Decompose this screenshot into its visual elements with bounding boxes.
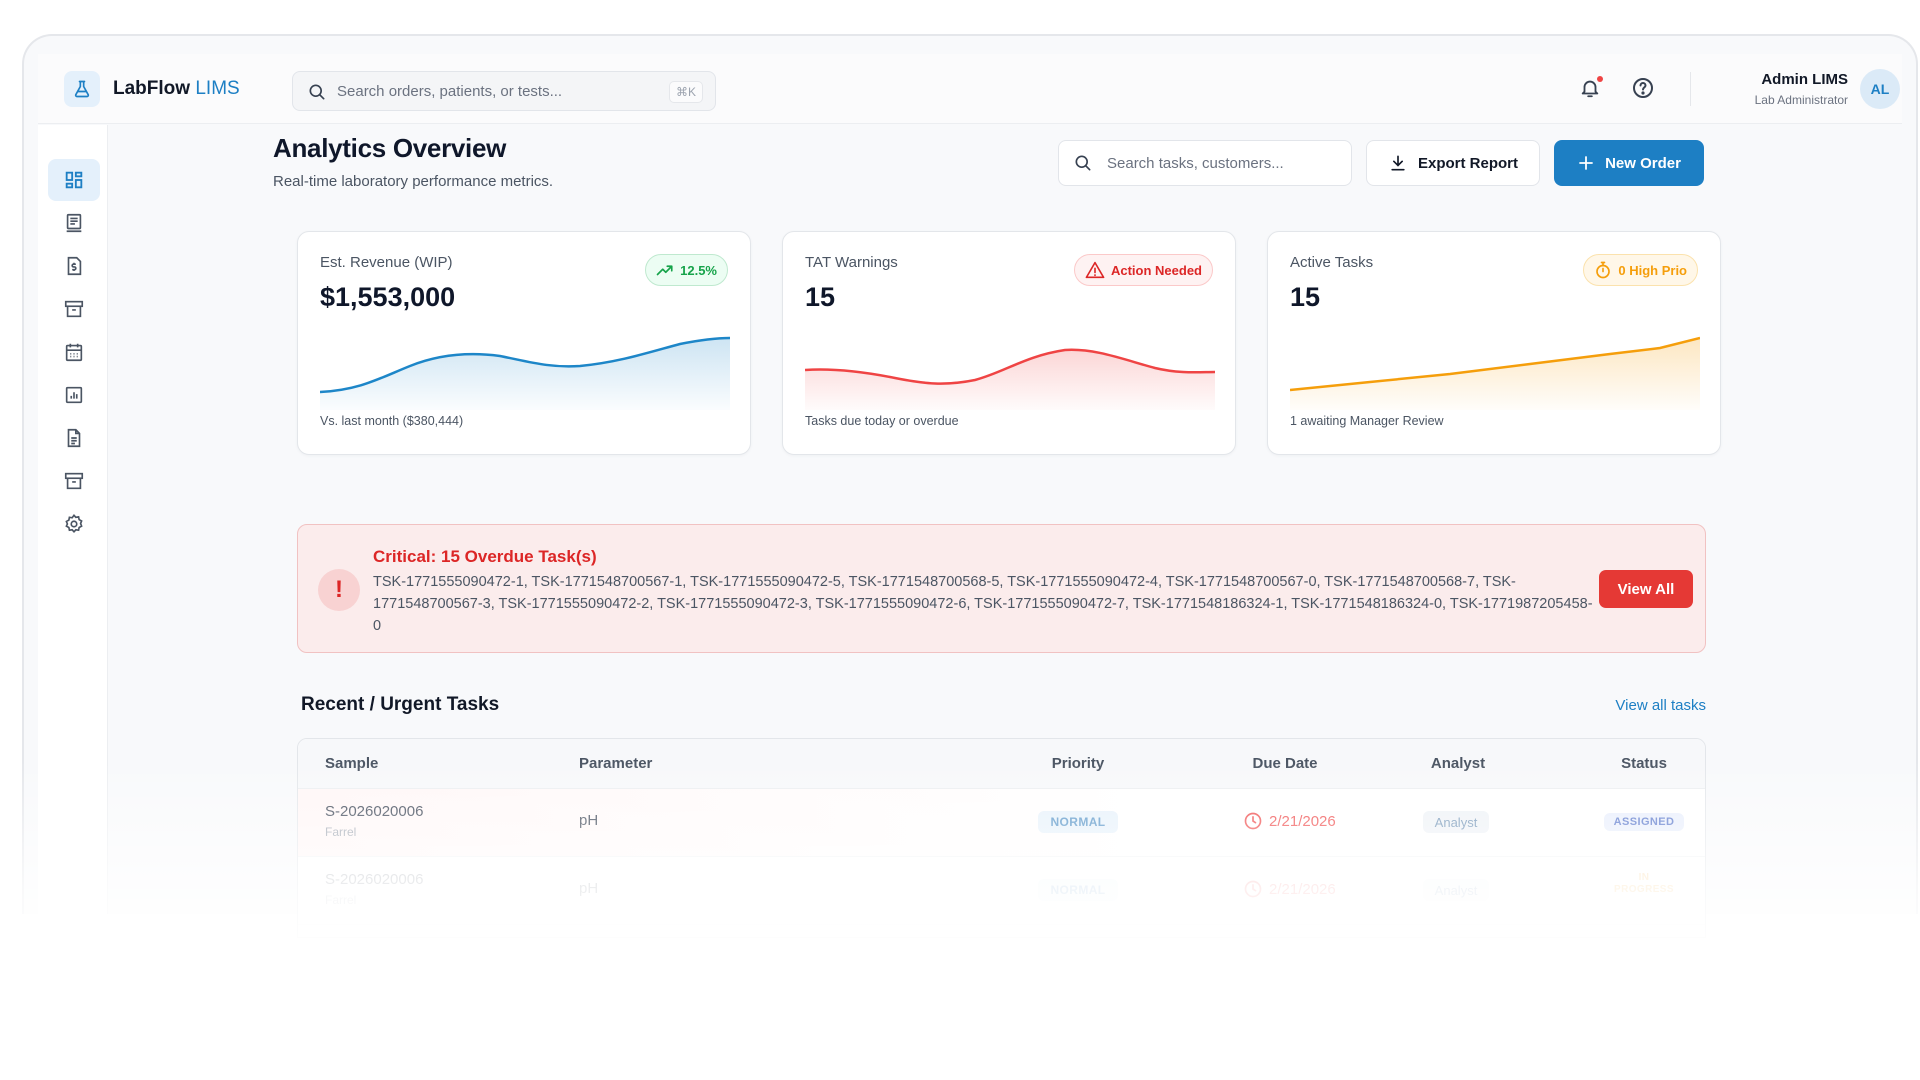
column-header[interactable]: Parameter [579, 755, 653, 772]
sidebar-item-orders[interactable] [48, 202, 100, 244]
sidebar [38, 125, 108, 914]
analyst-badge: Analyst [1423, 879, 1489, 901]
calendar-icon [65, 343, 83, 362]
search-icon [309, 84, 325, 100]
sidebar-item-dashboard[interactable] [48, 159, 100, 201]
trending-up-icon [656, 265, 673, 276]
high-priority-badge: 0 High Prio [1583, 254, 1698, 286]
table-header: Sample Parameter Priority Due Date Analy… [298, 739, 1705, 789]
global-search-input[interactable]: Search orders, patients, or tests... ⌘K [292, 71, 716, 111]
plus-icon [1579, 156, 1593, 170]
sample-id: S-2026020006 [325, 803, 424, 820]
card-label: Active Tasks [1290, 254, 1374, 271]
tat-warnings-card: TAT Warnings 15 Action Needed Tasks due … [782, 231, 1236, 455]
parameter: pH [579, 880, 599, 897]
parameter: pH [579, 812, 599, 829]
page-title: Analytics Overview [273, 133, 507, 163]
invoice-icon [67, 256, 82, 276]
card-footer: Tasks due today or overdue [805, 414, 959, 428]
export-report-label: Export Report [1417, 154, 1518, 172]
card-footer: 1 awaiting Manager Review [1290, 414, 1444, 428]
search-icon [1075, 155, 1091, 171]
alert-title: Critical: 15 Overdue Task(s) [373, 547, 597, 566]
status-badge: IN PROGRESS [1614, 872, 1674, 895]
sidebar-item-calendar[interactable] [48, 331, 100, 373]
app-logo-text[interactable]: LabFlow LIMS [113, 78, 240, 99]
card-footer: Vs. last month ($380,444) [320, 414, 464, 428]
column-header[interactable]: Analyst [1430, 755, 1486, 772]
sample-id: S-2026020006 [325, 871, 424, 888]
overdue-alert: ! Critical: 15 Overdue Task(s) TSK-17715… [297, 524, 1706, 653]
sidebar-item-archive[interactable] [48, 288, 100, 330]
help-icon[interactable] [1631, 76, 1655, 100]
card-value: 15 [1290, 282, 1321, 312]
download-icon [1391, 155, 1405, 171]
priority-badge: NORMAL [1038, 811, 1118, 833]
column-header[interactable]: Status [1621, 755, 1667, 772]
analyst-badge: Analyst [1423, 811, 1489, 833]
status-badge: ASSIGNED [1604, 813, 1684, 831]
archive-icon [64, 300, 84, 318]
document-icon [67, 428, 81, 448]
sidebar-item-invoices[interactable] [48, 245, 100, 287]
orders-icon [66, 213, 82, 233]
revenue-card: Est. Revenue (WIP) $1,553,000 12.5% Vs. … [297, 231, 751, 455]
trend-badge: 12.5% [645, 254, 728, 286]
tasks-table: Sample Parameter Priority Due Date Analy… [297, 738, 1706, 938]
table-row[interactable]: S-2026020006 Farrel pH NORMAL 2/21/2026 … [298, 789, 1705, 857]
sidebar-item-reports[interactable] [48, 374, 100, 416]
exclamation-icon: ! [318, 569, 360, 611]
settings-icon [65, 513, 83, 534]
new-order-label: New Order [1605, 154, 1681, 172]
section-title: Recent / Urgent Tasks [301, 694, 500, 715]
card-label: TAT Warnings [805, 254, 898, 271]
column-header[interactable]: Sample [325, 755, 379, 772]
user-role: Lab Administrator [1754, 93, 1848, 107]
search-placeholder: Search orders, patients, or tests... [337, 83, 563, 100]
divider [1690, 72, 1691, 106]
shortcut-hint: ⌘K [668, 81, 703, 103]
task-search-input[interactable]: Search tasks, customers... [1058, 140, 1352, 186]
search-placeholder: Search tasks, customers... [1107, 155, 1284, 172]
top-bar: LabFlow LIMS Search orders, patients, or… [38, 54, 1902, 124]
avatar[interactable]: AL [1860, 69, 1900, 109]
tat-sparkline [805, 348, 1215, 410]
card-value: 15 [805, 282, 836, 312]
customer-name: Farrel [325, 825, 357, 839]
active-tasks-card: Active Tasks 15 0 High Prio 1 awaiting M… [1267, 231, 1721, 455]
page-subtitle: Real-time laboratory performance metrics… [273, 173, 554, 190]
card-value: $1,553,000 [320, 282, 456, 312]
flask-logo-icon [64, 71, 100, 107]
export-report-button[interactable]: Export Report [1366, 140, 1540, 186]
priority-badge: NORMAL [1038, 879, 1118, 901]
reports-chart-icon [65, 386, 83, 404]
view-all-tasks-link[interactable]: View all tasks [1615, 697, 1706, 714]
revenue-sparkline [320, 336, 730, 410]
alert-task-list: TSK-1771555090472-1, TSK-1771548700567-1… [373, 574, 1593, 634]
view-all-button[interactable]: View All [1599, 570, 1693, 608]
warning-triangle-icon [1085, 261, 1105, 279]
bell-icon[interactable] [1579, 76, 1601, 100]
column-header[interactable]: Priority [1051, 755, 1105, 772]
user-name: Admin LIMS [1761, 71, 1848, 88]
stopwatch-icon [1596, 261, 1611, 279]
due-date: 2/21/2026 [1243, 811, 1336, 831]
action-needed-badge: Action Needed [1073, 254, 1213, 286]
clock-icon [1244, 880, 1262, 898]
due-date: 2/21/2026 [1243, 879, 1336, 899]
active-tasks-sparkline [1290, 336, 1700, 410]
sidebar-item-inventory[interactable] [48, 460, 100, 502]
notification-dot [1597, 76, 1603, 82]
sidebar-item-settings[interactable] [48, 503, 100, 545]
customer-name: Farrel [325, 893, 357, 907]
table-row[interactable]: S-2026020006 Farrel pH NORMAL 2/21/2026 … [298, 857, 1705, 925]
new-order-button[interactable]: New Order [1554, 140, 1704, 186]
sidebar-item-documents[interactable] [48, 417, 100, 459]
card-label: Est. Revenue (WIP) [320, 254, 453, 271]
dashboard-icon [65, 171, 83, 189]
column-header[interactable]: Due Date [1252, 755, 1318, 772]
inventory-icon [64, 472, 84, 490]
clock-icon [1244, 812, 1262, 830]
